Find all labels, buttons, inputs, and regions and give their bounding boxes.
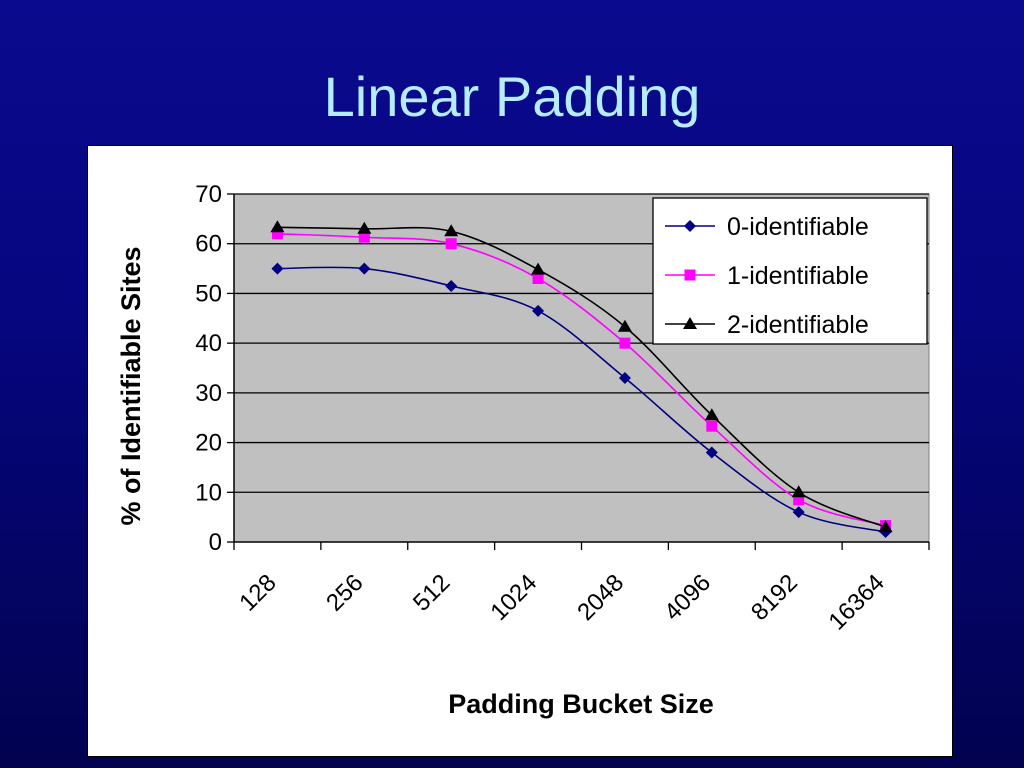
y-tick-label: 50	[195, 280, 222, 307]
x-tick-label: 16364	[824, 569, 890, 635]
slide-title: Linear Padding	[323, 65, 701, 128]
data-point-1-identifiable	[445, 238, 457, 250]
x-tick-label: 512	[408, 569, 455, 616]
data-point-1-identifiable	[358, 231, 370, 243]
data-point-0-identifiable	[705, 446, 718, 459]
data-point-2-identifiable	[791, 485, 806, 498]
y-tick-label: 20	[195, 430, 222, 457]
data-point-1-identifiable	[706, 420, 718, 432]
series-lines	[270, 220, 893, 539]
x-tick-label: 4096	[659, 569, 716, 626]
x-tick-label: 8192	[746, 569, 803, 626]
data-point-1-identifiable	[532, 273, 544, 285]
data-point-1-identifiable	[619, 337, 631, 349]
data-point-2-identifiable	[444, 224, 459, 237]
y-tick-label: 10	[195, 479, 222, 506]
legend-label: 2-identifiable	[727, 311, 869, 339]
data-point-2-identifiable	[531, 262, 546, 275]
legend-box	[652, 197, 928, 345]
y-tick-label: 0	[209, 529, 222, 556]
legend: 0-identifiable 1-identifiable 2-identifiab…	[652, 197, 928, 345]
x-tick-label: 256	[321, 569, 368, 616]
legend-marker	[684, 220, 696, 232]
legend-marker	[683, 317, 697, 329]
x-tick-label: 128	[234, 569, 281, 616]
legend-label: 0-identifiable	[727, 213, 869, 241]
y-tick-label: 60	[195, 231, 222, 258]
y-axis-title: % of Identifiable Sites	[116, 246, 146, 525]
data-point-2-identifiable	[270, 220, 285, 233]
data-point-0-identifiable	[445, 279, 458, 292]
chart-frame: 0 10 20 30 40 50 60 70 128 256 512 1024 2048 4096 8192…	[87, 145, 953, 757]
line-chart: 0 10 20 30 40 50 60 70 128 256 512 1024 2048 4096 8192…	[116, 181, 930, 719]
data-point-2-identifiable	[704, 408, 719, 421]
data-point-0-identifiable	[618, 371, 631, 384]
data-point-1-identifiable	[793, 494, 805, 506]
series-line-1-identifiable	[277, 232, 886, 527]
data-point-0-identifiable	[532, 304, 545, 317]
series-line-2-identifiable	[277, 226, 886, 528]
legend-label: 1-identifiable	[727, 262, 869, 290]
data-point-0-identifiable	[792, 506, 805, 519]
y-tick-label: 40	[195, 330, 222, 357]
data-point-2-identifiable	[878, 520, 893, 533]
x-axis-title: Padding Bucket Size	[448, 689, 714, 719]
legend-marker	[684, 269, 696, 281]
data-point-2-identifiable	[617, 319, 632, 332]
data-point-1-identifiable	[271, 228, 283, 240]
series-line-0-identifiable	[277, 266, 886, 533]
data-point-0-identifiable	[358, 262, 371, 275]
data-point-0-identifiable	[271, 262, 284, 275]
y-tick-label: 70	[195, 181, 222, 208]
y-tick-label: 30	[195, 380, 222, 407]
x-tick-label: 1024	[485, 569, 542, 626]
x-tick-label: 2048	[572, 569, 629, 626]
data-point-2-identifiable	[357, 221, 372, 234]
